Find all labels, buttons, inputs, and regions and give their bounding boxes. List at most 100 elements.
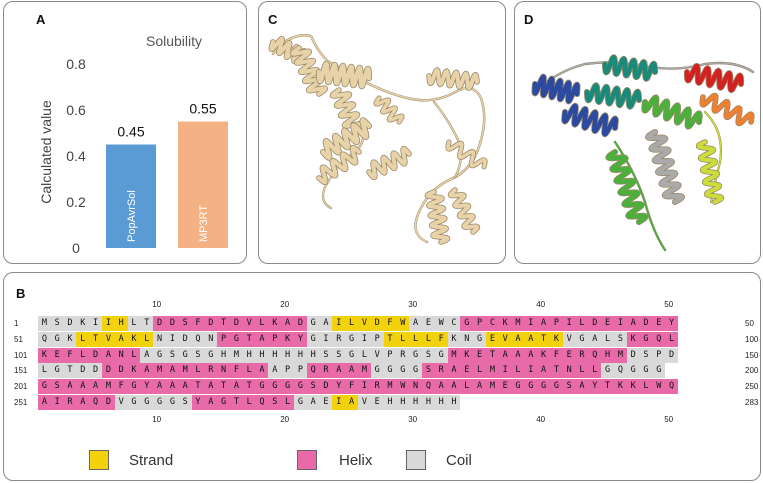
residue: T <box>217 379 230 395</box>
column-tick: 30 <box>408 415 418 424</box>
residue: A <box>319 316 333 331</box>
residue: G <box>409 347 422 363</box>
residue: V <box>358 395 371 410</box>
alpha-helix <box>374 96 404 124</box>
residue: S <box>50 316 64 331</box>
residue: H <box>268 347 282 363</box>
residue: H <box>294 347 307 363</box>
residue: D <box>153 316 166 331</box>
residue: L <box>575 316 589 331</box>
residue: A <box>626 316 640 331</box>
residue: M <box>383 379 397 395</box>
residue: L <box>665 331 678 347</box>
alpha-helix <box>330 88 364 132</box>
residue: V <box>498 331 512 347</box>
residue: H <box>447 395 461 410</box>
residue: M <box>614 347 627 363</box>
column-tick: 50 <box>664 415 674 424</box>
residue: F <box>114 379 128 395</box>
residue: D <box>89 363 102 379</box>
residue: Q <box>422 379 435 395</box>
row-end-number: 283 <box>745 398 759 407</box>
residue: H <box>383 395 397 410</box>
residue: G <box>217 395 230 410</box>
column-tick: 10 <box>152 415 162 424</box>
residue: I <box>166 331 179 347</box>
residue: A <box>575 379 589 395</box>
alpha-helix <box>696 140 724 204</box>
residue: C <box>447 316 461 331</box>
residue: A <box>268 363 282 379</box>
residue: G <box>550 379 563 395</box>
residue: F <box>383 316 397 331</box>
residue: A <box>230 379 243 395</box>
coil-outline <box>432 100 462 179</box>
residue: I <box>498 363 512 379</box>
residue: A <box>281 316 294 331</box>
residue: A <box>345 363 358 379</box>
residue: K <box>127 331 141 347</box>
residue: D <box>166 316 179 331</box>
residue: F <box>63 347 77 363</box>
residue: A <box>255 331 269 347</box>
residue: R <box>204 363 218 379</box>
residue: A <box>434 379 448 395</box>
alpha-helix <box>584 83 642 109</box>
residue: K <box>281 331 294 347</box>
row-end-number: 200 <box>745 366 759 376</box>
residue: M <box>486 363 499 379</box>
row-end-number: 150 <box>745 350 759 360</box>
residue: G <box>639 363 653 379</box>
residue: L <box>127 316 141 331</box>
residue: D <box>102 363 115 379</box>
residue: D <box>370 316 384 331</box>
residue: G <box>460 316 474 331</box>
residue: R <box>63 395 77 410</box>
alpha-helix <box>367 146 411 180</box>
residue: G <box>153 347 166 363</box>
alpha-helix <box>700 93 754 126</box>
residue: E <box>50 347 64 363</box>
residue: T <box>550 363 563 379</box>
chart-title: Solubility <box>146 33 202 49</box>
residue: D <box>76 363 90 379</box>
residue: M <box>447 347 461 363</box>
residue: A <box>511 347 525 363</box>
residue: L <box>255 316 269 331</box>
residue: W <box>396 316 410 331</box>
residue: A <box>114 331 128 347</box>
column-tick: 50 <box>664 300 674 309</box>
residue: S <box>422 363 435 379</box>
residue: E <box>486 331 499 347</box>
bar-category-label: PopAvrSol <box>126 190 138 242</box>
residue: N <box>409 379 422 395</box>
column-tick: 20 <box>280 415 290 424</box>
alpha-helix <box>642 95 702 129</box>
residue: F <box>230 363 243 379</box>
residue: E <box>601 316 614 331</box>
residue: A <box>153 379 166 395</box>
residue: D <box>588 316 602 331</box>
residue: Q <box>89 395 102 410</box>
residue: Q <box>191 331 205 347</box>
residue: G <box>127 395 141 410</box>
residue: I <box>50 395 64 410</box>
residue: I <box>524 363 538 379</box>
residue: T <box>89 331 102 347</box>
alpha-helix <box>316 61 372 89</box>
residue: S <box>319 347 333 363</box>
alpha-helix <box>290 46 328 96</box>
residue: G <box>383 363 397 379</box>
residue: W <box>652 379 666 395</box>
residue: L <box>242 363 256 379</box>
residue: A <box>537 316 550 331</box>
residue: Q <box>614 363 627 379</box>
bar-popavrsol <box>106 144 156 248</box>
residue: A <box>537 363 550 379</box>
residue: G <box>50 363 64 379</box>
row-start-number: 251 <box>14 398 28 407</box>
residue: P <box>550 316 563 331</box>
residue: S <box>268 395 282 410</box>
residue: F <box>191 316 205 331</box>
alpha-helix <box>606 149 648 225</box>
